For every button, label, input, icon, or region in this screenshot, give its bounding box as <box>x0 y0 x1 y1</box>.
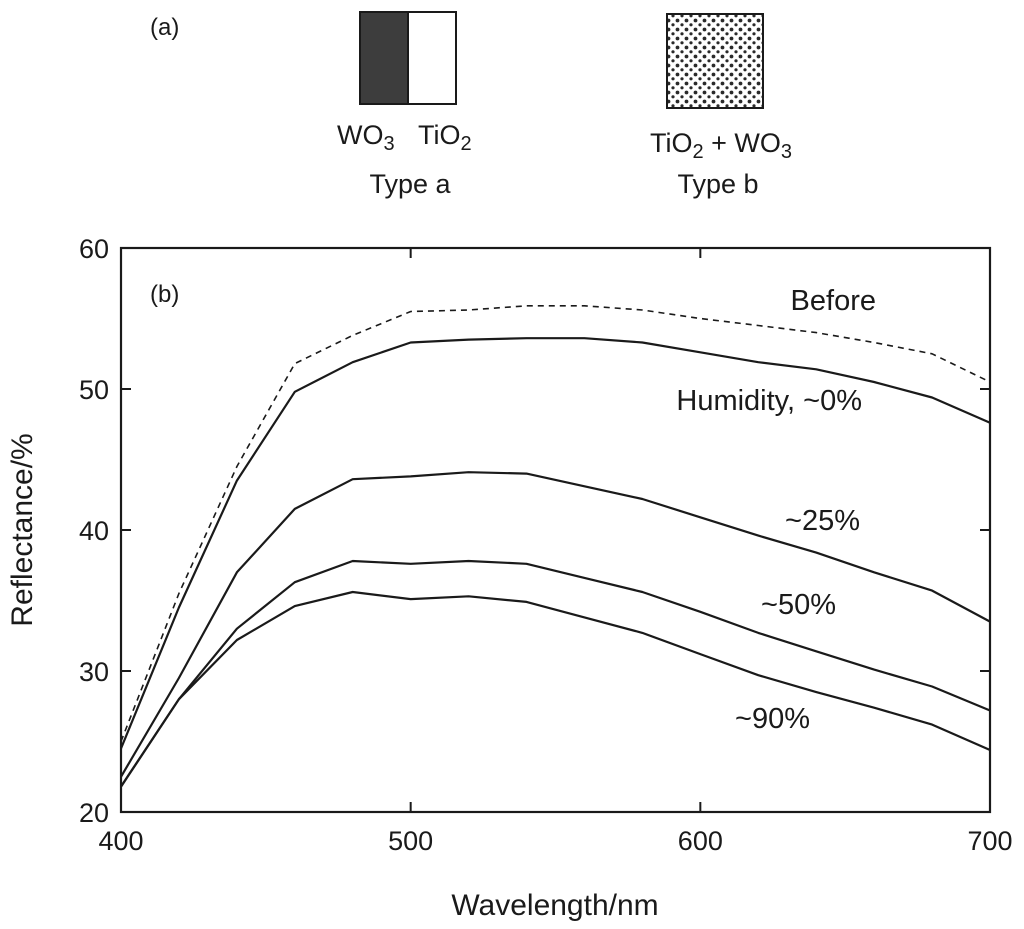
type-a-wo3-text: WO3 <box>337 120 395 155</box>
type-a-wo3-layer <box>359 11 409 105</box>
x-tick-label: 700 <box>967 826 1012 856</box>
series-label-humidity-1: Humidity, ~0% <box>676 385 862 417</box>
y-tick-label: 40 <box>79 516 109 546</box>
y-axis-ticks: 20 30 40 50 60 <box>79 234 990 828</box>
y-axis-label: Reflectance/% <box>6 433 39 626</box>
panel-a: (a) WO3 TiO2 Type a TiO2 + WO3 Type b <box>150 11 792 199</box>
series-label-humidity-2: ~25% <box>785 505 860 537</box>
series-label-humidity-4: ~90% <box>735 703 810 735</box>
type-b-mixture-swatch <box>666 13 764 109</box>
y-tick-label: 20 <box>79 798 109 828</box>
type-a-right-label: TiO2 <box>418 120 472 155</box>
series-line-humidity-3 <box>120 559 991 788</box>
x-tick-label: 400 <box>98 826 143 856</box>
x-tick-label: 600 <box>678 826 723 856</box>
panel-a-label: (a) <box>150 14 179 41</box>
x-axis-ticks: 400 500 600 700 <box>98 248 1013 856</box>
panel-b-label: (b) <box>150 281 179 308</box>
series-line-humidity-1 <box>119 337 991 749</box>
type-b-mixture-label: TiO2 + WO3 <box>650 128 792 163</box>
type-a-left-label: WO3 <box>337 120 395 155</box>
x-axis-label: Wavelength/nm <box>451 889 658 922</box>
series-label-humidity-3: ~50% <box>761 589 836 621</box>
series-lines <box>119 305 991 788</box>
y-tick-label: 50 <box>79 375 109 405</box>
type-a-tio2-layer <box>407 11 457 105</box>
type-a-tio2-text: TiO2 <box>418 120 472 155</box>
plot-area: (b) 400 500 600 700 20 30 40 50 60 Before Humidi… <box>79 234 1013 856</box>
type-a-caption: Type a <box>369 169 451 199</box>
x-tick-label: 500 <box>388 826 433 856</box>
series-line-humidity-2 <box>120 471 991 778</box>
series-line-before <box>120 305 991 742</box>
series-line-humidity-4 <box>120 590 991 788</box>
y-tick-label: 30 <box>79 657 109 687</box>
series-labels: Before Humidity, ~0% ~25% ~50% ~90% <box>676 285 876 735</box>
series-label-before: Before <box>791 285 876 317</box>
y-tick-label: 60 <box>79 234 109 264</box>
type-b-caption: Type b <box>677 169 758 199</box>
